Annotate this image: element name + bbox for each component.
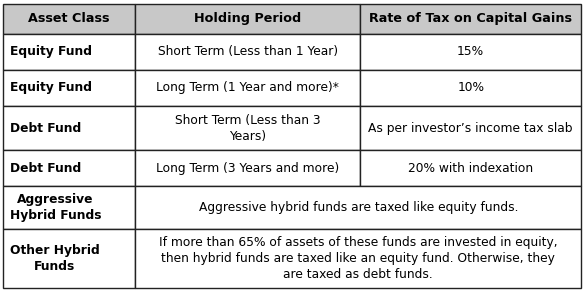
Bar	[3, 4, 135, 34]
Bar	[360, 4, 581, 34]
Text: Holding Period: Holding Period	[194, 12, 301, 25]
Text: 10%: 10%	[457, 81, 484, 94]
Bar	[135, 106, 360, 150]
Text: Rate of Tax on Capital Gains: Rate of Tax on Capital Gains	[369, 12, 572, 25]
Text: 20% with indexation: 20% with indexation	[408, 162, 533, 175]
Bar	[135, 186, 581, 229]
Text: Long Term (1 Year and more)*: Long Term (1 Year and more)*	[157, 81, 339, 94]
Bar	[360, 150, 581, 186]
Bar	[3, 186, 135, 229]
Text: Asset Class: Asset Class	[29, 12, 110, 25]
Text: 15%: 15%	[457, 45, 484, 58]
Bar	[360, 106, 581, 150]
Bar	[135, 34, 360, 70]
Bar	[3, 150, 135, 186]
Text: Debt Fund: Debt Fund	[10, 121, 81, 135]
Text: Long Term (3 Years and more): Long Term (3 Years and more)	[157, 162, 339, 175]
Text: Equity Fund: Equity Fund	[10, 45, 92, 58]
Text: Aggressive hybrid funds are taxed like equity funds.: Aggressive hybrid funds are taxed like e…	[199, 201, 518, 214]
Bar	[3, 106, 135, 150]
Text: If more than 65% of assets of these funds are invested in equity,
then hybrid fu: If more than 65% of assets of these fund…	[159, 237, 558, 281]
Text: Other Hybrid
Funds: Other Hybrid Funds	[10, 244, 100, 273]
Bar	[3, 229, 135, 288]
Bar	[360, 34, 581, 70]
Text: Aggressive
Hybrid Funds: Aggressive Hybrid Funds	[10, 193, 102, 222]
Bar	[360, 70, 581, 106]
Bar	[3, 70, 135, 106]
Text: Short Term (Less than 3
Years): Short Term (Less than 3 Years)	[175, 114, 321, 142]
Bar	[135, 229, 581, 288]
Text: Short Term (Less than 1 Year): Short Term (Less than 1 Year)	[158, 45, 338, 58]
Text: As per investor’s income tax slab: As per investor’s income tax slab	[369, 121, 573, 135]
Bar	[135, 150, 360, 186]
Bar	[135, 70, 360, 106]
Text: Debt Fund: Debt Fund	[10, 162, 81, 175]
Bar	[135, 4, 360, 34]
Bar	[3, 34, 135, 70]
Text: Equity Fund: Equity Fund	[10, 81, 92, 94]
